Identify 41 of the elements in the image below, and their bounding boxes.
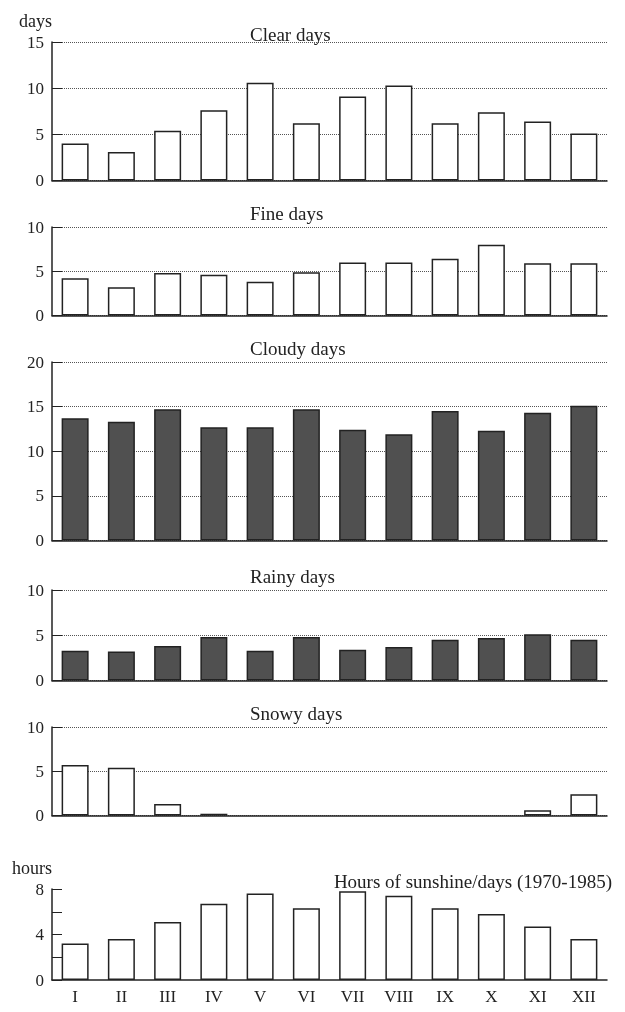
x-tick-label: IV (204, 987, 224, 1006)
y-tick-label: 4 (35, 925, 45, 944)
chart-title: Cloudy days (250, 338, 346, 359)
x-tick-label: VII (340, 987, 365, 1006)
y-tick-label: 5 (35, 486, 44, 506)
y-tick-label: 10 (27, 217, 44, 237)
y-tick-label: 10 (27, 580, 44, 600)
x-tick-label: I (72, 987, 79, 1006)
x-tick-label: X (485, 987, 498, 1006)
x-tick-label: IX (436, 987, 455, 1006)
y-tick-label: 0 (35, 171, 44, 190)
y-tick-label: 8 (35, 879, 44, 899)
y-tick-label: 10 (27, 717, 44, 737)
y-tick-label: 5 (35, 124, 44, 144)
y-tick-label: 0 (35, 970, 44, 990)
y-tick-label: 5 (35, 761, 44, 781)
y-axis-title: days (19, 11, 52, 31)
y-tick-label: 10 (27, 441, 44, 461)
y-tick-label: 0 (35, 306, 44, 325)
y-tick-label: 15 (27, 32, 44, 52)
chart-title: Fine days (250, 203, 324, 224)
x-tick-label: VIII (384, 987, 414, 1006)
chart-title: Rainy days (250, 566, 335, 587)
chart-title: Hours of sunshine/days (1970-1985) (333, 871, 612, 893)
y-axis-title: hours (12, 858, 52, 878)
y-tick-label: 10 (27, 78, 44, 98)
y-tick-label: 0 (35, 806, 44, 825)
x-tick-label: XI (528, 987, 547, 1006)
x-tick-label: VI (297, 987, 316, 1006)
y-tick-label: 0 (35, 531, 44, 550)
chart-title: Snowy days (250, 703, 343, 724)
chart-title: Clear days (250, 24, 331, 45)
y-tick-label: 5 (35, 625, 44, 645)
y-tick-label: 15 (27, 397, 44, 417)
y-tick-label: 5 (35, 261, 44, 281)
y-tick-label: 0 (35, 671, 44, 690)
y-tick-label: 20 (27, 352, 44, 372)
x-tick-label: V (253, 987, 267, 1006)
x-tick-label: XII (572, 987, 597, 1006)
x-tick-label: II (115, 987, 128, 1006)
x-tick-label: III (159, 987, 177, 1006)
